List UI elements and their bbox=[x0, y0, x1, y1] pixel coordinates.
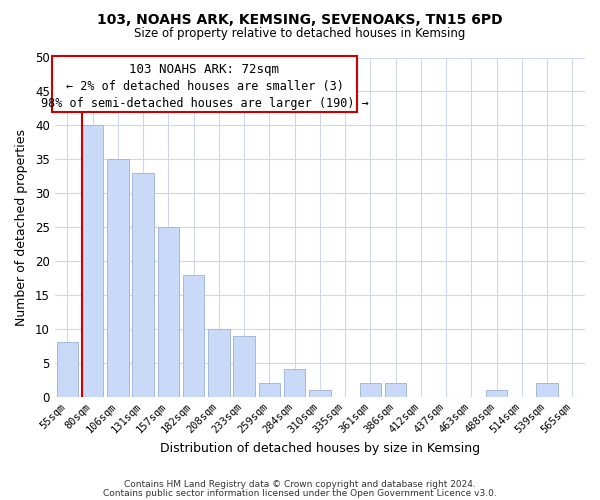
Bar bbox=[536, 383, 558, 396]
Bar bbox=[309, 390, 331, 396]
Text: 103 NOAHS ARK: 72sqm: 103 NOAHS ARK: 72sqm bbox=[130, 62, 280, 76]
Bar bbox=[486, 390, 508, 396]
Bar bbox=[56, 342, 78, 396]
Bar bbox=[208, 329, 230, 396]
Bar bbox=[82, 126, 103, 396]
Bar bbox=[133, 173, 154, 396]
Bar bbox=[158, 227, 179, 396]
X-axis label: Distribution of detached houses by size in Kemsing: Distribution of detached houses by size … bbox=[160, 442, 480, 455]
FancyBboxPatch shape bbox=[52, 56, 357, 112]
Bar bbox=[385, 383, 406, 396]
Text: Contains public sector information licensed under the Open Government Licence v3: Contains public sector information licen… bbox=[103, 488, 497, 498]
Text: Contains HM Land Registry data © Crown copyright and database right 2024.: Contains HM Land Registry data © Crown c… bbox=[124, 480, 476, 489]
Text: Size of property relative to detached houses in Kemsing: Size of property relative to detached ho… bbox=[134, 28, 466, 40]
Bar bbox=[284, 370, 305, 396]
Text: 98% of semi-detached houses are larger (190) →: 98% of semi-detached houses are larger (… bbox=[41, 96, 368, 110]
Y-axis label: Number of detached properties: Number of detached properties bbox=[15, 128, 28, 326]
Bar bbox=[183, 274, 205, 396]
Bar bbox=[233, 336, 255, 396]
Bar bbox=[359, 383, 381, 396]
Text: ← 2% of detached houses are smaller (3): ← 2% of detached houses are smaller (3) bbox=[65, 80, 343, 93]
Bar bbox=[259, 383, 280, 396]
Text: 103, NOAHS ARK, KEMSING, SEVENOAKS, TN15 6PD: 103, NOAHS ARK, KEMSING, SEVENOAKS, TN15… bbox=[97, 12, 503, 26]
Bar bbox=[107, 159, 128, 396]
